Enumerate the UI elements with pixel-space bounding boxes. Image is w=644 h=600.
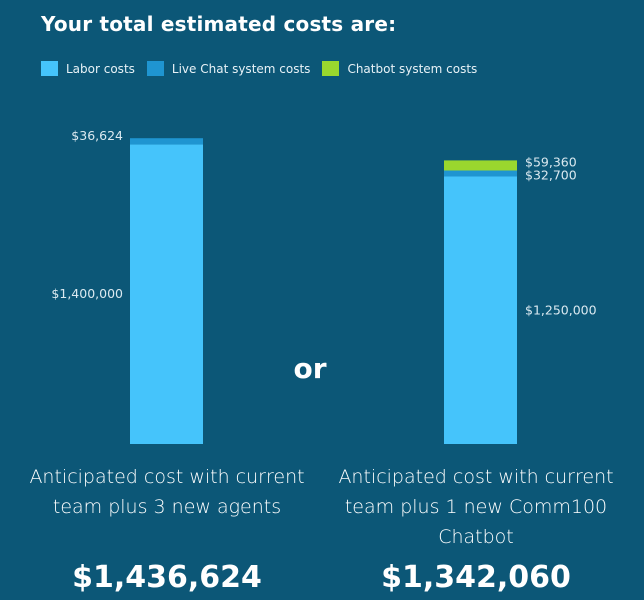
bar-livechat-1: [130, 138, 203, 145]
bar-labor-2: [444, 176, 517, 444]
value-label-labor-1: $1,400,000: [51, 286, 123, 301]
legend-item-chatbot: Chatbot system costs: [322, 61, 477, 76]
legend-swatch-livechat: [146, 61, 164, 76]
legend-item-livechat: Live Chat system costs: [146, 61, 311, 76]
value-label-livechat-2: $32,700: [525, 168, 577, 183]
bar-livechat-2: [444, 170, 517, 177]
scenario-total-agents: $1,436,624: [72, 560, 262, 595]
scenario-caption-chatbot: Anticipated cost with current team plus …: [338, 466, 614, 548]
legend-swatch-labor: [41, 61, 58, 76]
bar-chatbot-2: [444, 160, 517, 171]
legend-label-labor: Labor costs: [66, 61, 135, 76]
scenario-total-chatbot: $1,342,060: [381, 560, 571, 595]
bar-labor-1: [130, 144, 203, 444]
value-label-labor-2: $1,250,000: [525, 302, 597, 317]
legend: Labor costs Live Chat system costs Chatb…: [41, 61, 489, 76]
chart-title: Your total estimated costs are:: [41, 12, 397, 36]
or-separator: or: [293, 352, 327, 385]
value-label-livechat-1: $36,624: [71, 128, 123, 143]
legend-swatch-chatbot: [322, 61, 340, 76]
legend-label-chatbot: Chatbot system costs: [347, 61, 478, 76]
legend-item-labor: Labor costs: [41, 61, 135, 76]
legend-label-livechat: Live Chat system costs: [171, 61, 311, 76]
scenario-caption-agents: Anticipated cost with current team plus …: [29, 466, 305, 518]
value-label-chatbot-2: $59,360: [525, 154, 577, 169]
